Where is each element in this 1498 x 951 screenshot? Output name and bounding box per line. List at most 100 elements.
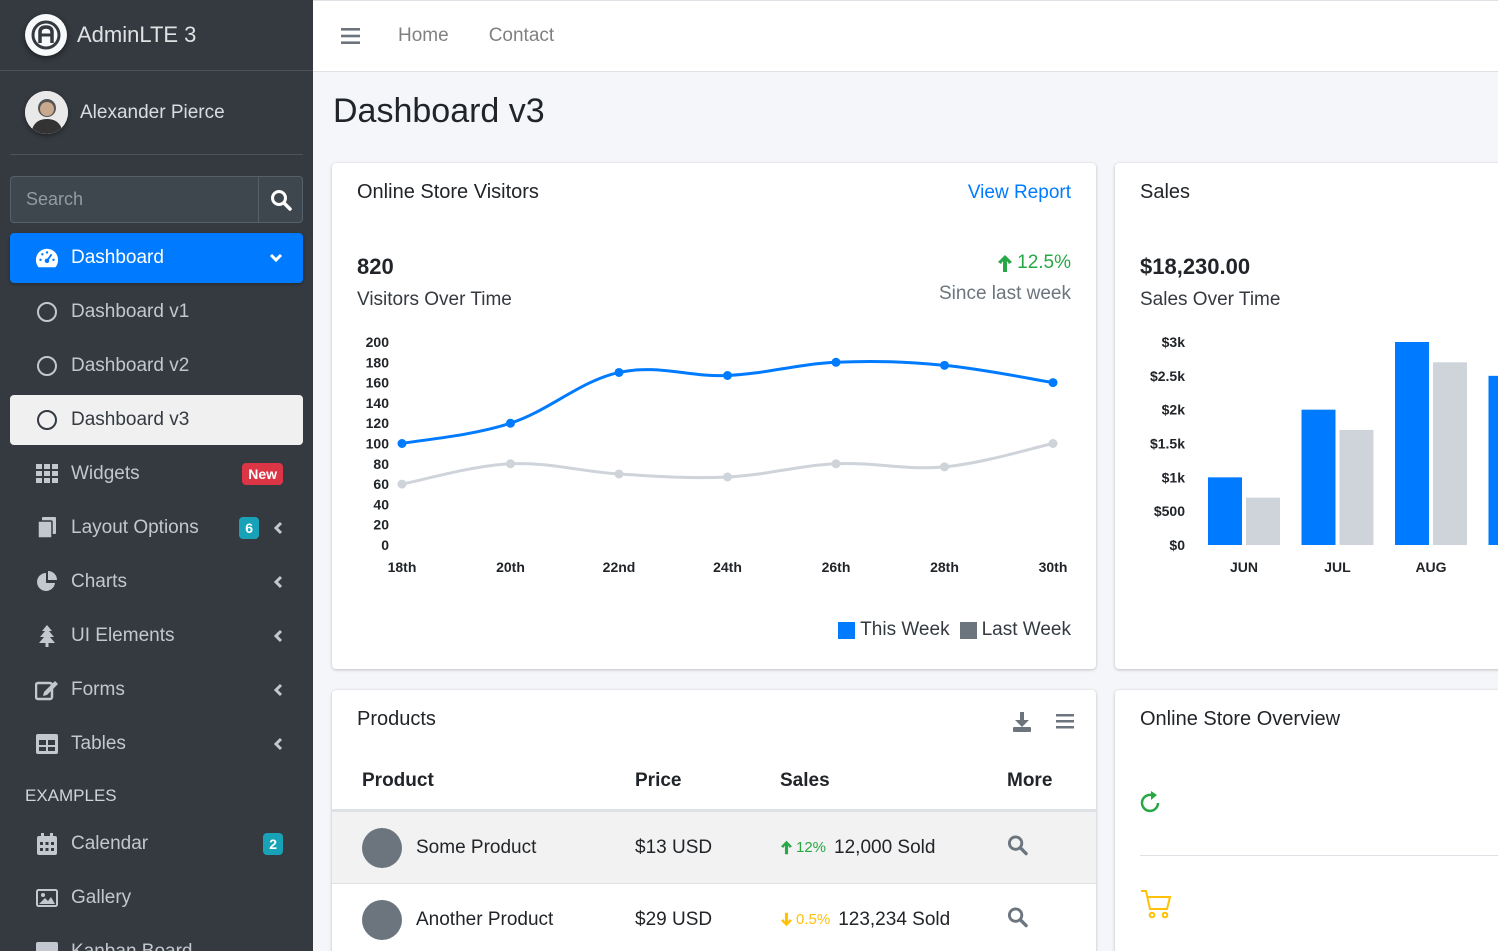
- menu-bars-icon[interactable]: [1056, 714, 1074, 734]
- y-tick-label: 60: [373, 476, 389, 492]
- search-button[interactable]: [258, 176, 303, 223]
- data-point: [831, 459, 841, 469]
- search-input[interactable]: [10, 176, 258, 223]
- data-point: [397, 479, 407, 489]
- bar: [1301, 409, 1336, 545]
- search-icon[interactable]: [1007, 834, 1028, 861]
- product-image: [362, 828, 402, 868]
- sidebar-item-charts[interactable]: Charts: [10, 557, 303, 607]
- sidebar-item-dashboard-v3[interactable]: Dashboard v3: [10, 395, 303, 445]
- y-tick-label: 0: [381, 537, 389, 553]
- sales-total: $18,230.00: [1140, 254, 1251, 279]
- products-card: Products Product Price Sales More Some P…: [332, 690, 1096, 951]
- bar: [1433, 362, 1467, 545]
- brand-text: AdminLTE 3: [77, 22, 197, 47]
- nav-link-contact[interactable]: Contact: [488, 25, 555, 46]
- data-point: [1048, 439, 1058, 448]
- download-icon[interactable]: [1012, 712, 1032, 737]
- tachometer-icon: [35, 247, 59, 269]
- chevron-left-icon: [273, 575, 283, 589]
- edit-icon: [35, 679, 59, 701]
- sales-bar-chart: $0 $500 $1k $1.5k $2k $2.5k $3k JUN JUL AUG: [1150, 334, 1498, 575]
- y-tick-label: $2.5k: [1150, 368, 1185, 384]
- sidebar-item-dashboard[interactable]: Dashboard: [10, 233, 303, 283]
- user-panel[interactable]: Alexander Pierce: [10, 71, 303, 155]
- data-point: [614, 469, 624, 479]
- product-image: [362, 900, 402, 940]
- sidebar-nav: Dashboard Dashboard v1 Dashboard v2 Dash…: [10, 233, 303, 951]
- column-header-price: Price: [635, 770, 682, 791]
- legend-swatch-this-week: [838, 621, 856, 639]
- table-icon: [35, 734, 59, 754]
- chevron-left-icon: [273, 683, 283, 697]
- data-point: [723, 370, 732, 380]
- arrow-up-icon: [998, 254, 1013, 272]
- view-report-link[interactable]: View Report: [967, 182, 1071, 203]
- refresh-icon: [1140, 790, 1162, 819]
- brand-logo: [25, 14, 67, 56]
- chevron-left-icon: [273, 629, 283, 643]
- product-sales: 12% 12,000 Sold: [780, 837, 935, 859]
- user-name[interactable]: Alexander Pierce: [80, 101, 225, 123]
- circle-icon: [35, 409, 59, 431]
- y-tick-label: 200: [366, 334, 390, 350]
- nav-link-home[interactable]: Home: [398, 25, 449, 46]
- sidebar-item-label: Dashboard v3: [71, 409, 190, 430]
- visitors-card: Online Store Visitors View Report 820 Vi…: [332, 163, 1096, 669]
- chart-pie-icon: [35, 571, 59, 593]
- image-icon: [35, 889, 59, 907]
- top-navbar: Home Contact: [313, 0, 1498, 72]
- chevron-left-icon: [273, 737, 283, 751]
- y-tick-label: 140: [366, 395, 390, 411]
- sidebar-item-dashboard-v2[interactable]: Dashboard v2: [10, 341, 303, 391]
- y-tick-label: 80: [373, 456, 389, 472]
- legend-swatch-last-week: [959, 621, 977, 639]
- data-point: [506, 418, 515, 428]
- visitors-line-chart: 0 20 40 60 80 100 120 140 160 180 200 18th 20th 22nd 2…: [366, 334, 1068, 575]
- overview-card: Online Store Overview: [1115, 690, 1498, 951]
- bar: [1208, 477, 1242, 545]
- x-tick-label: 26th: [822, 559, 851, 575]
- sidebar-item-label: Charts: [71, 571, 127, 592]
- y-tick-label: 180: [366, 354, 390, 370]
- legend-last-week: Last Week: [981, 619, 1071, 640]
- brand-link[interactable]: AdminLTE 3: [0, 0, 313, 71]
- card-title: Online Store Overview: [1140, 708, 1341, 730]
- sidebar-item-layout-options[interactable]: Layout Options 6: [10, 503, 303, 553]
- sidebar-item-calendar[interactable]: Calendar 2: [10, 819, 303, 869]
- search-icon[interactable]: [1007, 906, 1028, 933]
- y-tick-label: $1.5k: [1150, 436, 1185, 452]
- count-badge: 6: [239, 517, 259, 539]
- menu-toggle-icon[interactable]: [341, 28, 360, 44]
- x-tick-label: 24th: [713, 559, 742, 575]
- sidebar-item-gallery[interactable]: Gallery: [10, 873, 303, 923]
- data-point: [397, 439, 407, 448]
- sidebar-item-label: UI Elements: [71, 625, 175, 646]
- sidebar-item-label: Calendar: [71, 833, 149, 854]
- nav-header-examples: EXAMPLES: [25, 786, 117, 805]
- th-icon: [35, 464, 59, 484]
- sidebar-item-dashboard-v1[interactable]: Dashboard v1: [10, 287, 303, 337]
- sidebar-item-tables[interactable]: Tables: [10, 719, 303, 769]
- sales-card: Sales $18,230.00 Sales Over Time $0 $500 $…: [1115, 163, 1498, 669]
- sidebar-item-ui-elements[interactable]: UI Elements: [10, 611, 303, 661]
- shopping-cart-icon: [1140, 888, 1172, 925]
- bar: [1339, 429, 1374, 545]
- table-row: Another Product $29 USD 0.5% 123,234 Sol…: [332, 883, 1096, 951]
- y-tick-label: 100: [366, 436, 390, 452]
- data-point: [831, 357, 841, 367]
- sales-sold: 12,000 Sold: [834, 836, 936, 858]
- change-value: 12.5%: [1017, 252, 1071, 273]
- sidebar-item-widgets[interactable]: Widgets New: [10, 449, 303, 499]
- y-tick-label: $2k: [1162, 402, 1186, 418]
- data-point: [723, 472, 732, 482]
- product-name: Another Product: [416, 908, 554, 930]
- data-point: [940, 462, 949, 472]
- visitors-count-label: Visitors Over Time: [357, 289, 512, 310]
- sidebar-item-label: Layout Options: [71, 517, 199, 538]
- product-price: $13 USD: [635, 836, 713, 858]
- visitors-legend: This Week Last Week: [838, 619, 1071, 641]
- search-icon: [270, 189, 292, 211]
- sidebar-item-kanban[interactable]: Kanban Board: [10, 927, 303, 951]
- sidebar-item-forms[interactable]: Forms: [10, 665, 303, 715]
